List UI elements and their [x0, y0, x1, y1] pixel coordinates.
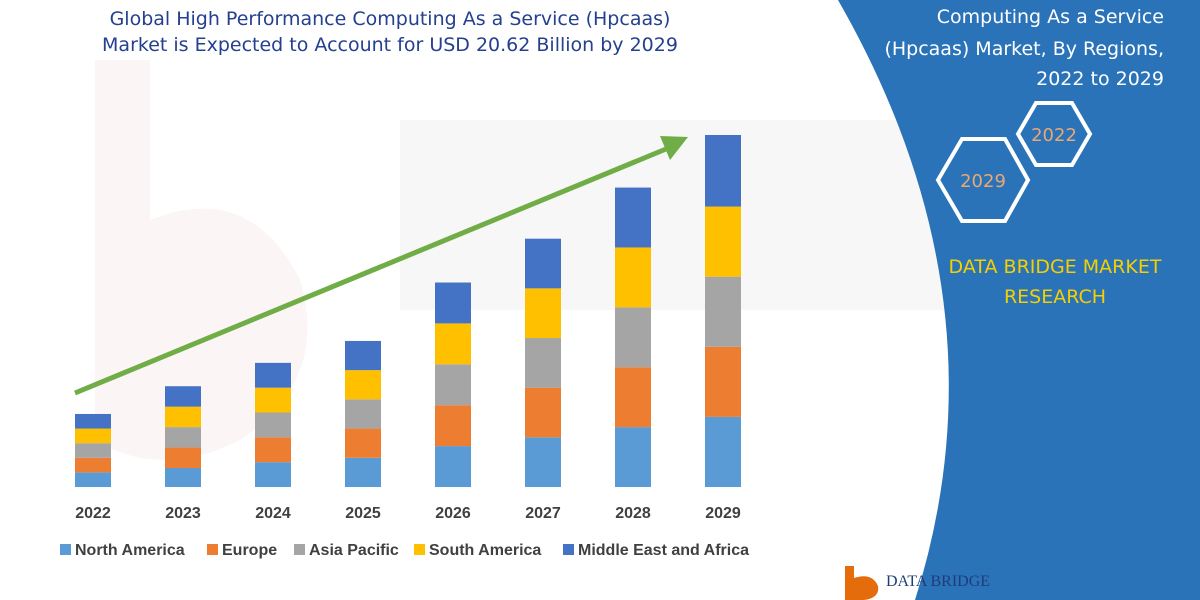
x-tick-label-2028: 2028 — [615, 505, 651, 522]
bar-segment-2028-asia-pacific — [615, 307, 651, 368]
bar-segment-2024-south-america — [255, 387, 291, 413]
bar-segment-2026-asia-pacific — [435, 364, 471, 406]
bar-segment-2029-north-america — [705, 416, 741, 487]
bar-segment-2022-south-america — [75, 428, 111, 444]
bar-segment-2025-middle-east-and-africa — [345, 340, 381, 371]
chart-legend: North America Europe Asia Pacific South Ame… — [60, 542, 749, 559]
legend-swatch — [60, 544, 71, 555]
legend-label: Asia Pacific — [309, 542, 399, 559]
x-tick-label-2029: 2029 — [705, 505, 741, 522]
legend-label: North America — [75, 542, 185, 559]
legend-swatch — [207, 544, 218, 555]
bar-segment-2028-south-america — [615, 247, 651, 308]
chart-bars — [75, 135, 741, 487]
x-tick-label-2024: 2024 — [255, 505, 291, 522]
bar-segment-2024-north-america — [255, 462, 291, 487]
legend-item-north-america: North America — [60, 542, 185, 559]
bar-segment-2023-south-america — [165, 406, 201, 428]
footer-logo-text: DATA BRIDGE — [886, 573, 990, 590]
panel-title-line-3: 2022 to 2029 — [1036, 68, 1164, 90]
bar-segment-2023-europe — [165, 447, 201, 469]
footer-logo: DATA BRIDGE — [845, 566, 990, 600]
x-tick-label-2025: 2025 — [345, 505, 381, 522]
bar-segment-2026-middle-east-and-africa — [435, 282, 471, 324]
bar-segment-2026-north-america — [435, 446, 471, 487]
legend-swatch — [563, 544, 574, 555]
side-panel — [838, 0, 1200, 600]
x-tick-label-2027: 2027 — [525, 505, 561, 522]
x-axis-tick-labels: 2022 2023 2024 2025 2026 2027 2028 2029 — [75, 505, 741, 522]
brand-line-1: DATA BRIDGE MARKET — [948, 256, 1162, 278]
trend-arrow — [74, 136, 688, 396]
bar-segment-2024-europe — [255, 437, 291, 463]
bar-segment-2027-middle-east-and-africa — [525, 238, 561, 289]
title-line-2: Market is Expected to Account for USD 20… — [102, 34, 678, 56]
bar-segment-2022-middle-east-and-africa — [75, 413, 111, 429]
bar-segment-2024-middle-east-and-africa — [255, 362, 291, 388]
bar-segment-2029-asia-pacific — [705, 276, 741, 347]
hexagon-2022-label: 2022 — [1031, 125, 1077, 146]
title-line-1: Global High Performance Computing As a S… — [109, 8, 671, 30]
bar-segment-2025-south-america — [345, 370, 381, 400]
bar-segment-2026-south-america — [435, 323, 471, 365]
panel-title-line-1: Computing As a Service — [936, 6, 1164, 28]
bar-segment-2022-asia-pacific — [75, 443, 111, 458]
bar-segment-2028-north-america — [615, 427, 651, 487]
x-tick-label-2023: 2023 — [165, 505, 201, 522]
bar-segment-2028-europe — [615, 367, 651, 428]
panel-title-line-2: (Hpcaas) Market, By Regions, — [884, 38, 1164, 60]
bar-segment-2027-north-america — [525, 437, 561, 487]
bar-segment-2029-europe — [705, 346, 741, 417]
legend-item-asia-pacific: Asia Pacific — [294, 542, 399, 559]
legend-swatch — [414, 544, 425, 555]
bar-segment-2022-north-america — [75, 472, 111, 487]
bar-segment-2028-middle-east-and-africa — [615, 187, 651, 248]
hexagon-2022: 2022 — [1015, 101, 1093, 167]
bar-segment-2026-europe — [435, 405, 471, 447]
x-tick-label-2022: 2022 — [75, 505, 111, 522]
bar-segment-2022-europe — [75, 457, 111, 473]
legend-label: Middle East and Africa — [578, 542, 749, 559]
legend-label: South America — [429, 542, 541, 559]
bar-segment-2027-europe — [525, 387, 561, 438]
bar-segment-2023-middle-east-and-africa — [165, 386, 201, 407]
bar-segment-2027-asia-pacific — [525, 338, 561, 388]
hexagon-2029: 2029 — [935, 137, 1031, 223]
brand-line-2: RESEARCH — [1003, 286, 1107, 308]
bar-segment-2023-north-america — [165, 468, 201, 487]
bar-segment-2029-middle-east-and-africa — [705, 135, 741, 207]
bar-segment-2027-south-america — [525, 288, 561, 339]
bar-segment-2025-asia-pacific — [345, 399, 381, 429]
legend-item-europe: Europe — [207, 542, 277, 559]
legend-label: Europe — [222, 542, 277, 559]
x-tick-label-2026: 2026 — [435, 505, 471, 522]
bar-segment-2023-asia-pacific — [165, 427, 201, 448]
footer-logo-mark — [845, 566, 879, 600]
legend-swatch — [294, 544, 305, 555]
hexagon-2029-label: 2029 — [960, 171, 1006, 192]
legend-item-south-america: South America — [414, 542, 541, 559]
bar-segment-2025-europe — [345, 428, 381, 458]
legend-item-middle-east-and-africa: Middle East and Africa — [563, 542, 749, 559]
bar-segment-2024-asia-pacific — [255, 412, 291, 438]
bar-segment-2025-north-america — [345, 457, 381, 487]
bar-segment-2029-south-america — [705, 206, 741, 277]
